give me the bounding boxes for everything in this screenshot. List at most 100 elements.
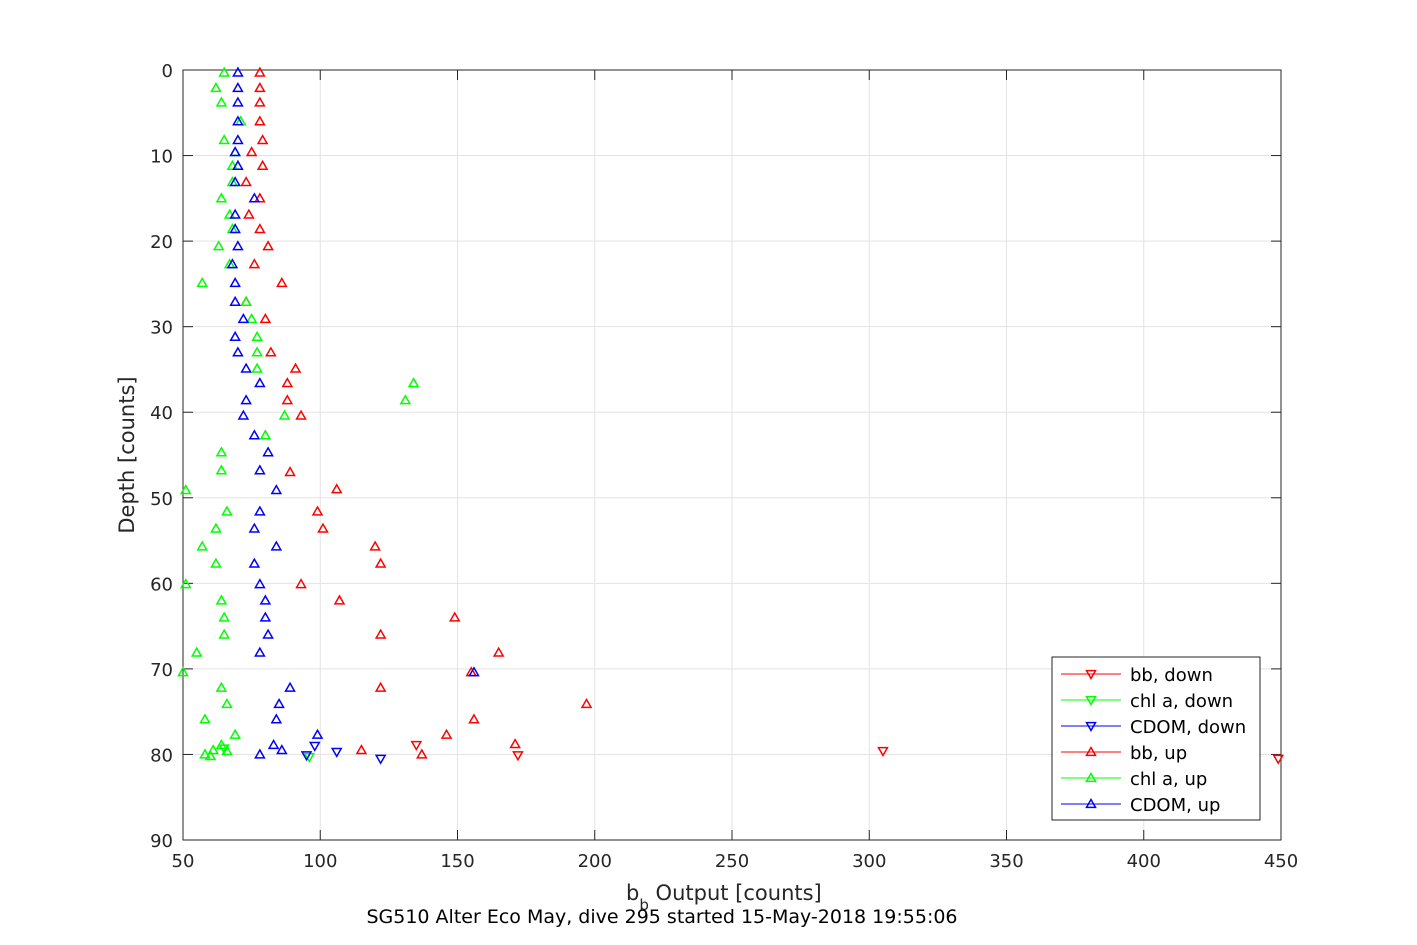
series-cdom-up <box>226 66 480 759</box>
data-point <box>278 409 291 420</box>
data-point <box>229 208 241 219</box>
data-point <box>270 484 283 495</box>
data-point <box>254 66 266 77</box>
data-point <box>262 446 274 457</box>
data-point <box>468 666 480 677</box>
axis-ticks: 50 100 150 200 250 300 350 400 450 0 10 20 30 40 50 60 7… <box>150 61 1298 872</box>
data-point <box>221 745 233 756</box>
data-point <box>237 409 250 420</box>
legend-marker <box>1085 771 1097 783</box>
data-point <box>218 134 230 145</box>
y-tick-label: 40 <box>150 403 173 424</box>
legend-marker <box>1085 797 1097 809</box>
data-point <box>221 697 233 709</box>
data-point <box>210 81 222 93</box>
data-point <box>248 429 261 440</box>
data-point <box>276 277 288 288</box>
x-tick-label: 100 <box>303 851 337 872</box>
legend-marker <box>1085 695 1097 707</box>
data-point <box>281 377 294 388</box>
data-point <box>196 540 209 551</box>
data-point <box>308 741 321 752</box>
data-point <box>259 594 272 605</box>
data-point <box>248 258 261 269</box>
data-point <box>215 464 228 475</box>
data-point <box>254 81 266 93</box>
data-point <box>374 557 387 568</box>
data-point <box>190 646 203 657</box>
data-point <box>215 594 228 605</box>
y-axis-label: Depth [counts] <box>115 376 139 533</box>
data-point <box>229 277 241 288</box>
y-tick-label: 10 <box>150 147 173 168</box>
data-point <box>492 646 505 657</box>
data-point <box>295 578 307 589</box>
data-point <box>229 295 241 306</box>
legend-box <box>1051 656 1261 821</box>
data-point <box>204 750 217 761</box>
legend-entry-label: chl a, up <box>1130 769 1207 790</box>
data-point <box>240 176 252 187</box>
legend-entry-label: CDOM, up <box>1130 795 1220 816</box>
data-point <box>245 312 258 324</box>
x-tick-label: 150 <box>440 851 474 872</box>
data-point <box>212 240 225 251</box>
data-point <box>262 240 274 251</box>
data-point <box>300 751 313 762</box>
data-point <box>259 312 272 324</box>
data-point <box>248 192 261 203</box>
data-point <box>218 611 230 622</box>
data-point <box>410 740 423 752</box>
data-point <box>240 394 252 405</box>
data-point <box>196 277 209 288</box>
data-point <box>210 522 222 533</box>
data-point <box>254 505 266 516</box>
data-point <box>267 739 280 750</box>
data-point <box>223 208 236 219</box>
data-point <box>251 330 263 342</box>
data-point <box>374 628 387 639</box>
data-point <box>877 746 889 758</box>
series-bb-up <box>240 66 593 759</box>
data-point <box>226 258 239 269</box>
x-axis-label: bb Output [counts] <box>626 881 822 914</box>
data-point <box>215 96 228 107</box>
data-point <box>281 394 294 405</box>
data-point <box>254 464 266 475</box>
legend-entry-label: bb, down <box>1130 665 1213 686</box>
x-tick-label: 450 <box>1264 851 1298 872</box>
data-point <box>199 748 211 759</box>
legend-entry-label: chl a, down <box>1130 691 1233 712</box>
data-point <box>229 728 241 739</box>
x-tick-label: 50 <box>172 851 195 872</box>
data-point <box>369 540 381 551</box>
data-point <box>262 628 274 639</box>
data-point <box>229 330 241 342</box>
data-point <box>232 66 244 77</box>
data-point <box>440 728 453 739</box>
series-cdom-down <box>300 741 387 765</box>
data-point <box>229 223 241 234</box>
data-point <box>179 484 192 495</box>
data-point <box>232 115 244 126</box>
y-tick-label: 80 <box>150 745 173 766</box>
data-point <box>210 557 222 568</box>
data-point <box>226 159 239 170</box>
data-point <box>374 681 387 692</box>
data-point <box>177 666 189 677</box>
data-point <box>229 176 241 187</box>
data-point <box>232 134 244 145</box>
data-point <box>509 738 521 749</box>
data-point <box>248 522 261 533</box>
data-point <box>199 713 211 724</box>
data-point <box>295 409 307 420</box>
data-point <box>270 540 283 551</box>
data-point <box>270 713 283 724</box>
x-tick-label: 250 <box>715 851 749 872</box>
x-axis-label-subscript: b <box>639 896 649 914</box>
data-point <box>448 611 461 622</box>
data-point <box>468 713 480 724</box>
data-point <box>256 134 269 145</box>
data-point <box>251 346 263 357</box>
data-point <box>240 362 252 373</box>
